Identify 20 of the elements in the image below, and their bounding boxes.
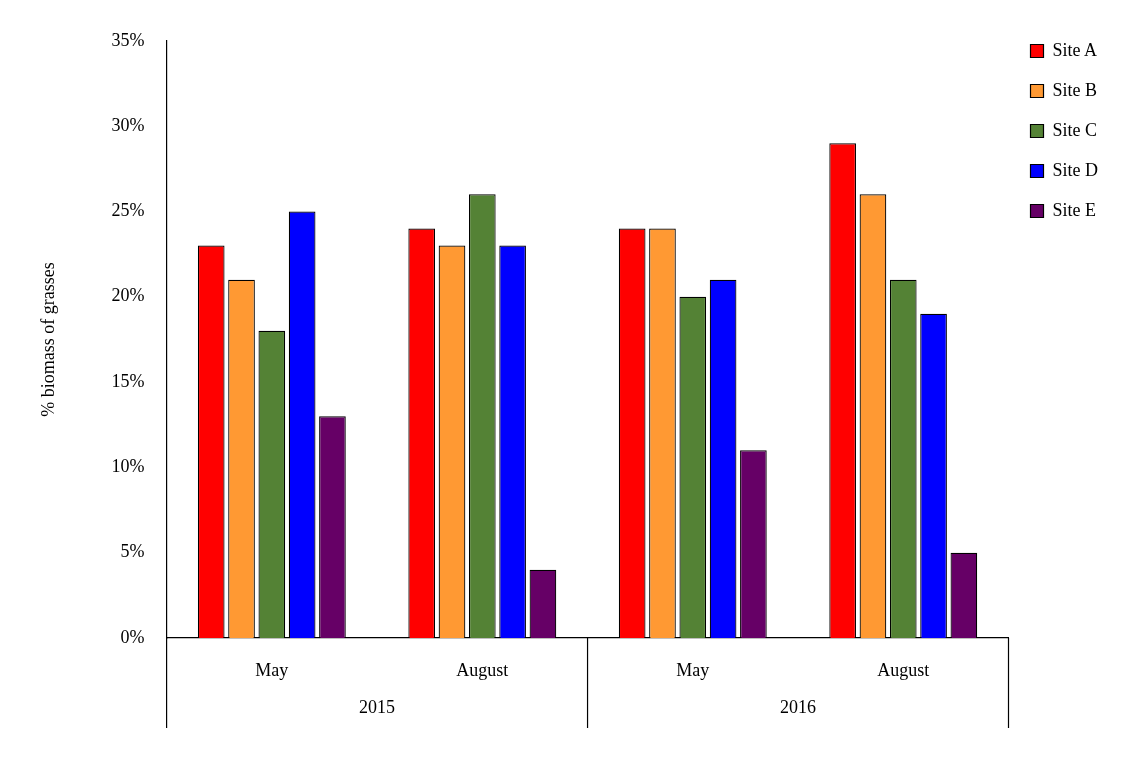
y-tick-label: 0% bbox=[120, 626, 145, 647]
y-tick-label: 30% bbox=[111, 114, 145, 135]
text: 2016 bbox=[780, 696, 817, 717]
x-tick-label: August bbox=[456, 659, 509, 680]
x-tick-label: May bbox=[676, 659, 710, 680]
legend-label: Site D bbox=[1052, 159, 1099, 180]
y-tick-label: 20% bbox=[111, 285, 145, 306]
y-tick-label: 10% bbox=[111, 456, 145, 477]
y-tick-label: 15% bbox=[111, 370, 145, 391]
legend-label: Site C bbox=[1052, 119, 1098, 140]
y-axis-title: % biomass of grasses bbox=[37, 262, 58, 417]
y-tick-label: 35% bbox=[111, 29, 145, 50]
y-tick-label: 25% bbox=[111, 200, 145, 221]
x-tick-label: August bbox=[877, 659, 930, 680]
legend-label: Site B bbox=[1052, 79, 1098, 100]
y-tick-label: 5% bbox=[120, 541, 145, 562]
x-tick-label: May bbox=[255, 659, 289, 680]
text: 2015 bbox=[359, 696, 396, 717]
legend-label: Site A bbox=[1052, 39, 1098, 60]
legend-label: Site E bbox=[1052, 199, 1096, 220]
